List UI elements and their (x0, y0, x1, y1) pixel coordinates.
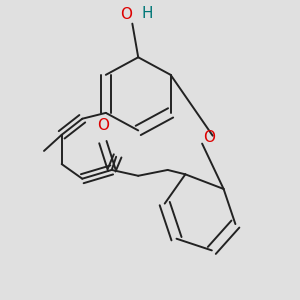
Text: O: O (120, 7, 132, 22)
Text: O: O (203, 130, 215, 145)
Text: H: H (141, 6, 153, 21)
Text: O: O (97, 118, 109, 134)
